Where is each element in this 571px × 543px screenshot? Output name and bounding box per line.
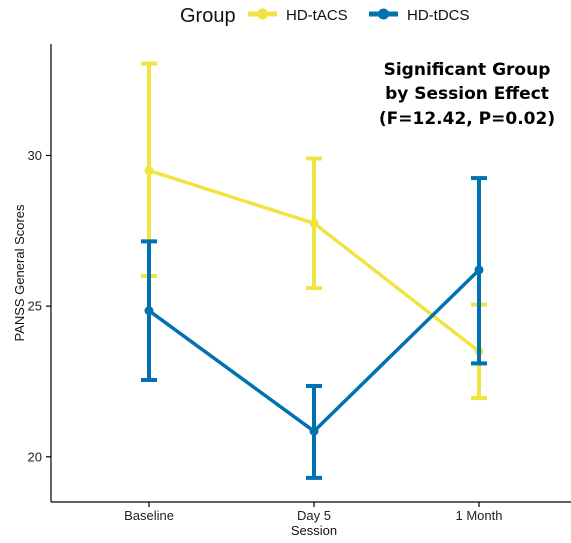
legend-item-hd-tdcs: HD-tDCS [369,7,470,24]
legend-key-hd-tacs-point [257,8,268,20]
x-axis: Baseline Day 5 1 Month [51,501,571,523]
legend-label-hd-tacs: HD-tACS [286,7,348,24]
legend-label-hd-tdcs: HD-tDCS [407,7,470,24]
data-point-hd-tacs-0 [144,166,154,176]
y-tick-label-20: 20 [28,449,42,464]
y-axis: 20 25 30 [28,44,52,502]
data-point-hd-tdcs-0 [144,306,154,316]
x-tick-label-day-5: Day 5 [297,508,331,523]
x-tick-label-baseline: Baseline [124,508,174,523]
legend-item-hd-tacs: HD-tACS [248,7,348,24]
y-axis-title: PANSS General Scores [12,204,27,342]
annotation-line-3: (F=12.42, P=0.02) [379,109,555,129]
x-tick-label-1-month: 1 Month [456,508,503,523]
data-point-hd-tdcs-2 [474,265,484,275]
annotation-line-2: by Session Effect [385,84,549,104]
annotation-line-1: Significant Group [384,60,551,80]
legend-key-hd-tdcs-point [378,8,389,20]
legend-title: Group [180,5,236,27]
data-point-hd-tacs-1 [309,218,319,228]
series-hd-tdcs [141,176,487,480]
y-tick-label-30: 30 [28,148,42,163]
x-axis-title: Session [291,523,337,538]
plot-area [141,61,487,480]
legend: Group HD-tACS HD-tDCS [180,5,470,27]
y-tick-label-25: 25 [28,299,42,314]
data-point-hd-tdcs-1 [309,426,319,436]
annotation: Significant Group by Session Effect (F=1… [379,60,555,129]
